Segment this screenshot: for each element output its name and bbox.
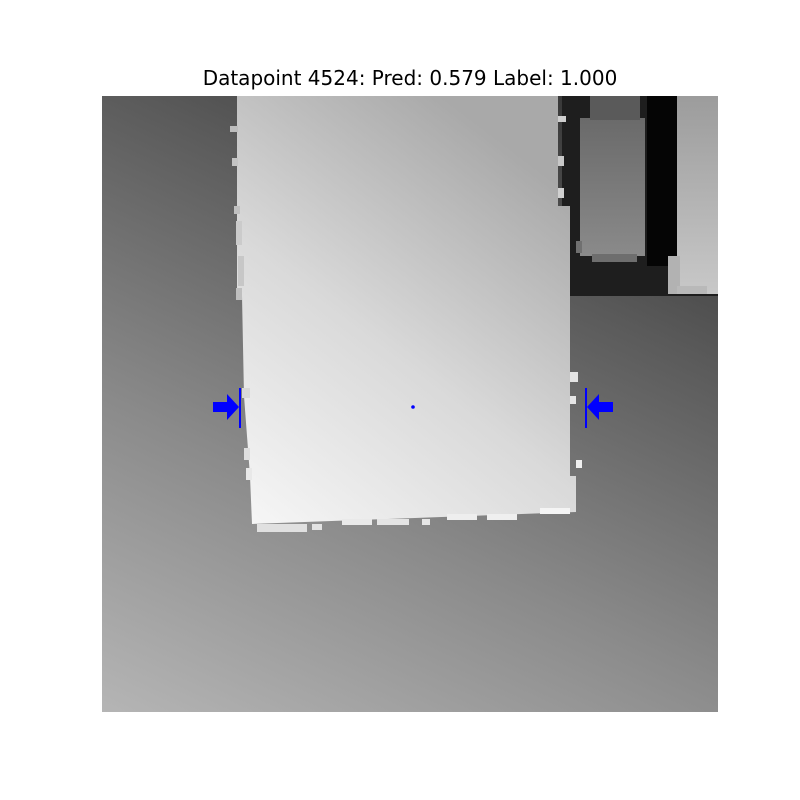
large-box-object [230, 96, 582, 532]
figure-title: Datapoint 4524: Pred: 0.579 Label: 1.000 [202, 66, 618, 90]
small-object-a [576, 96, 645, 262]
grasp-center-point [411, 405, 415, 409]
small-object-b [668, 96, 718, 294]
depth-image [102, 96, 718, 712]
depth-image-svg [213, 96, 718, 532]
right-grasp-arrow [585, 388, 613, 428]
left-grasp-arrow [213, 388, 241, 428]
